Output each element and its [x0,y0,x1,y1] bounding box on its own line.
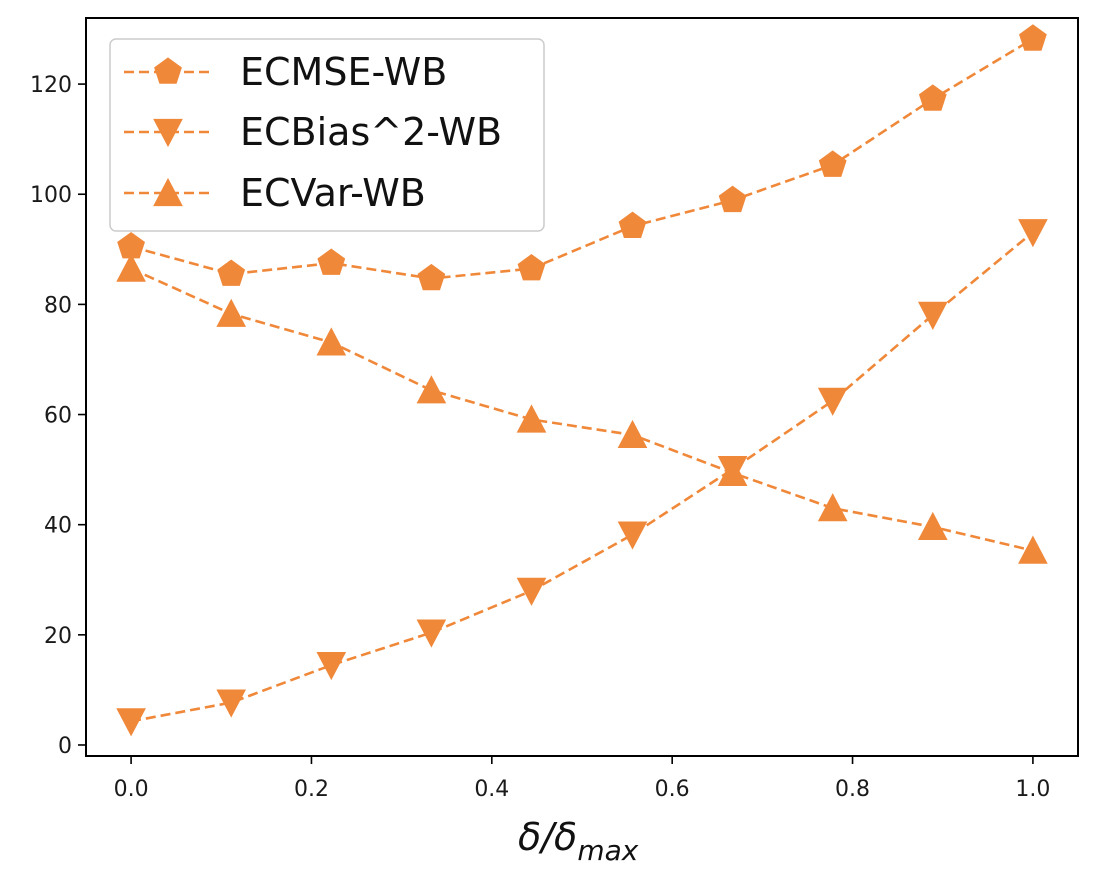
data-point-triangle-down [917,301,948,330]
data-point-triangle-down [416,619,447,648]
legend-label: ECVar-WB [240,171,426,215]
data-point-triangle-up [116,253,146,282]
x-tick-label: 0.2 [294,777,329,802]
x-axis-label-subscript: max [577,834,638,867]
data-point-triangle-up [316,327,347,356]
y-tick-label: 0 [58,734,72,759]
data-point-triangle-up [817,493,848,522]
legend: ECMSE-WB ECBias^2-WB ECVar-WB [109,38,545,232]
y-tick-label: 100 [30,183,72,208]
data-point-triangle-up [717,457,748,486]
x-tick-label: 0.8 [835,777,870,802]
data-point-pentagon [618,211,647,238]
plot-frame [85,17,1079,757]
legend-marker-pentagon [154,57,182,84]
data-point-triangle-down [1018,219,1048,248]
data-point-pentagon [517,253,546,281]
series-line [130,267,1034,552]
x-tick-label: 0.6 [655,777,690,802]
data-point-pentagon [217,259,246,286]
data-point-triangle-down [316,652,347,681]
data-point-triangle-up [216,298,247,327]
legend-box [109,38,545,232]
x-axis-label: δ/δmax [518,815,639,867]
series-ecmse-wb [117,24,1047,291]
y-tick-label: 60 [44,404,72,429]
series-line [130,231,1034,723]
x-tick-label: 0.4 [474,777,509,802]
data-point-pentagon [918,84,947,111]
data-point-pentagon [1019,24,1047,51]
y-tick-label: 40 [44,514,72,539]
data-point-triangle-up [416,375,447,404]
legend-label: ECBias^2-WB [240,110,502,154]
legend-label: ECMSE-WB [240,50,447,94]
x-axis-label-main: δ/δ [518,815,577,859]
series-ecbias-2-wb [116,219,1048,737]
legend-marker-triangle-down [153,118,183,148]
data-point-triangle-down [817,387,848,416]
series-line [130,37,1034,280]
legend-marker-triangle-up [153,177,183,207]
y-tick-label: 80 [44,293,72,318]
y-tick-label: 20 [44,624,72,649]
data-point-triangle-down [617,521,648,550]
data-point-pentagon [718,185,747,213]
data-point-triangle-down [216,689,247,718]
series-ecvar-wb [116,253,1048,564]
data-point-pentagon [417,263,446,291]
data-point-triangle-up [516,404,547,433]
data-point-pentagon [317,248,346,275]
data-point-triangle-down [116,708,146,737]
x-tick-label: 1.0 [1015,777,1050,802]
x-tick-label: 0.0 [114,777,149,802]
y-tick-label: 120 [30,73,72,98]
data-point-pentagon [818,150,847,177]
data-point-triangle-down [516,577,547,606]
series-layer [116,24,1048,737]
data-point-triangle-up [1018,535,1048,564]
data-point-triangle-up [917,511,948,540]
x-axis: 0.0 0.2 0.4 0.6 0.8 1.0 [114,756,1050,802]
y-axis: 0 20 40 60 80 100 120 [30,73,86,759]
data-point-triangle-up [617,419,648,448]
